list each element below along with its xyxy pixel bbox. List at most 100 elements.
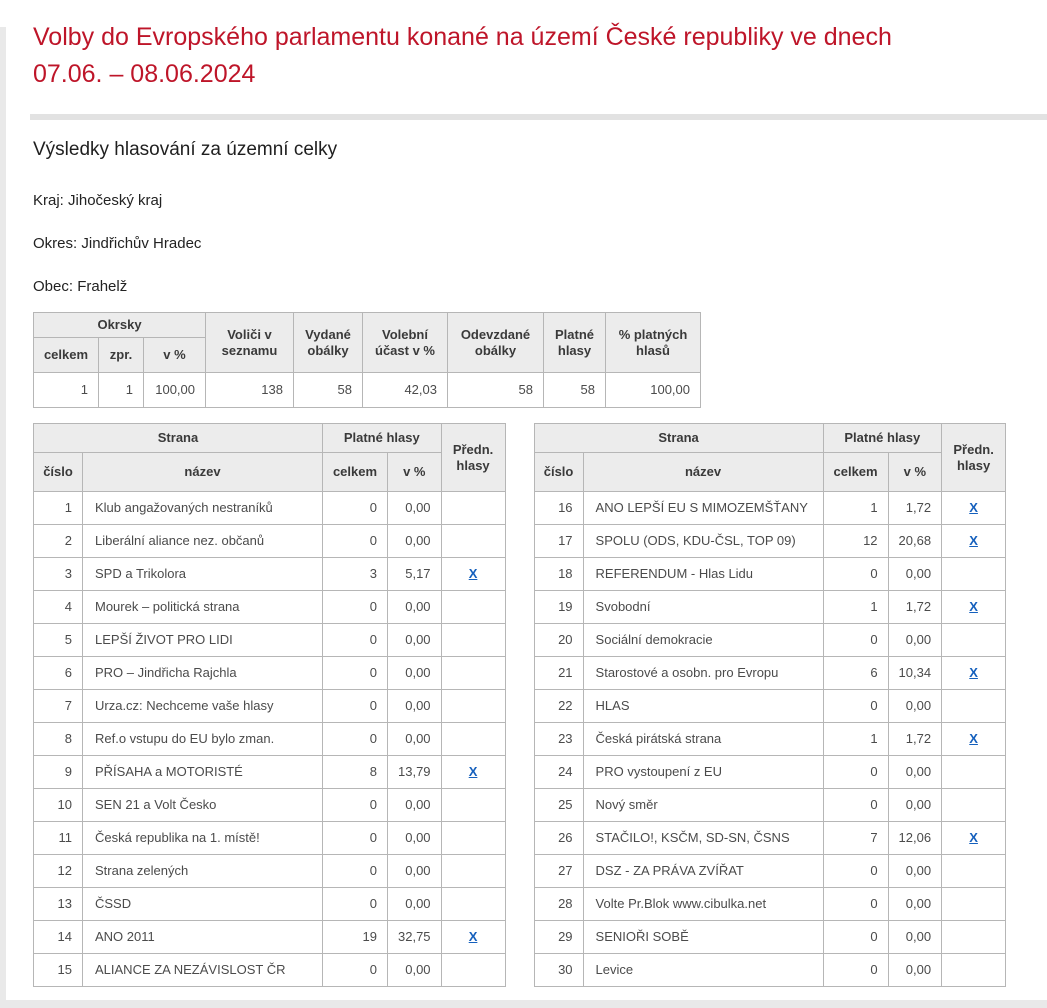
party-pref-votes-cell: X <box>941 722 1007 756</box>
okrsky-zpr-value: 1 <box>98 372 144 408</box>
party-pref-votes-cell <box>440 623 506 657</box>
party-number: 21 <box>533 656 584 690</box>
party-votes-pct: 0,00 <box>387 887 442 921</box>
party-pref-votes-cell: X <box>941 524 1007 558</box>
party-pref-votes-cell <box>941 920 1007 954</box>
party-number: 26 <box>533 821 584 855</box>
pref-votes-link[interactable]: X <box>969 533 978 548</box>
party-number: 13 <box>33 887 83 921</box>
party-votes-total: 1 <box>822 590 889 624</box>
party-row: 15 ALIANCE ZA NEZÁVISLOST ČR 0 0,00 <box>33 953 506 987</box>
party-votes-pct: 0,00 <box>887 788 943 822</box>
okres-value: Jindřichův Hradec <box>81 235 202 252</box>
party-row: 20 Sociální demokracie 0 0,00 <box>533 623 1007 657</box>
column-header-predn-hlasy: Předn. hlasy <box>941 423 1007 492</box>
party-votes-pct: 0,00 <box>887 920 943 954</box>
column-header-celkem: celkem <box>822 452 889 492</box>
pref-votes-link[interactable]: X <box>969 500 978 515</box>
vydane-obalky-value: 58 <box>293 372 363 408</box>
pref-votes-link[interactable]: X <box>468 929 478 944</box>
party-name: ČSSD <box>82 887 323 921</box>
party-votes-pct: 0,00 <box>887 854 943 888</box>
party-votes-total: 0 <box>822 623 889 657</box>
party-row: 3 SPD a Trikolora 3 5,17 X <box>33 557 506 591</box>
party-row: 21 Starostové a osobn. pro Evropu 6 10,34 X <box>533 656 1007 690</box>
party-pref-votes-cell: X <box>941 491 1007 525</box>
party-number: 29 <box>533 920 584 954</box>
okres-line: Okres: Jindřichův Hradec <box>33 235 1047 253</box>
party-row: 30 Levice 0 0,00 <box>533 953 1007 987</box>
party-row: 17 SPOLU (ODS, KDU-ČSL, TOP 09) 12 20,68 X <box>533 524 1007 558</box>
party-number: 4 <box>33 590 83 624</box>
party-name: SPD a Trikolora <box>82 557 323 591</box>
party-number: 8 <box>33 722 83 756</box>
party-row: 16 ANO LEPŠÍ EU S MIMOZEMŠŤANY 1 1,72 X <box>533 491 1007 525</box>
column-header-okrsky-v-pct: v % <box>143 337 206 373</box>
party-row: 5 LEPŠÍ ŽIVOT PRO LIDI 0 0,00 <box>33 623 506 657</box>
column-header-predn-hlasy: Předn. hlasy <box>440 423 506 492</box>
pref-votes-link[interactable]: X <box>969 665 978 680</box>
platne-hlasy-value: 58 <box>543 372 606 408</box>
party-number: 16 <box>533 491 584 525</box>
party-name: HLAS <box>582 689 824 723</box>
party-name: Urza.cz: Nechceme vaše hlasy <box>82 689 323 723</box>
party-row: 28 Volte Pr.Blok www.cibulka.net 0 0,00 <box>533 887 1007 921</box>
party-name: Česká republika na 1. místě! <box>82 821 323 855</box>
volici-v-seznamu-value: 138 <box>205 372 294 408</box>
kraj-value: Jihočeský kraj <box>68 192 163 209</box>
party-votes-pct: 0,00 <box>887 887 943 921</box>
pref-votes-link[interactable]: X <box>468 566 478 581</box>
party-votes-total: 0 <box>322 491 388 525</box>
obec-label: Obec: <box>33 278 74 295</box>
party-number: 6 <box>33 656 83 690</box>
party-number: 2 <box>33 524 83 558</box>
party-votes-pct: 0,00 <box>387 722 442 756</box>
column-header-platne-hlasy: Platné hlasy <box>543 312 606 373</box>
party-name: Nový směr <box>582 788 824 822</box>
party-votes-pct: 0,00 <box>887 689 943 723</box>
party-votes-total: 0 <box>322 821 388 855</box>
pref-votes-link[interactable]: X <box>969 731 978 746</box>
party-number: 22 <box>533 689 584 723</box>
column-header-okrsky-zpr: zpr. <box>98 337 144 373</box>
kraj-line: Kraj: Jihočeský kraj <box>33 192 1047 210</box>
party-votes-total: 0 <box>822 788 889 822</box>
party-votes-pct: 12,06 <box>887 821 943 855</box>
party-name: Ref.o vstupu do EU bylo zman. <box>82 722 323 756</box>
party-row: 19 Svobodní 1 1,72 X <box>533 590 1007 624</box>
pref-votes-link[interactable]: X <box>969 830 978 845</box>
party-pref-votes-cell <box>941 788 1007 822</box>
party-votes-pct: 0,00 <box>387 788 442 822</box>
party-name: ANO LEPŠÍ EU S MIMOZEMŠŤANY <box>582 491 824 525</box>
party-number: 12 <box>33 854 83 888</box>
party-pref-votes-cell: X <box>941 821 1007 855</box>
party-votes-total: 0 <box>822 887 889 921</box>
pref-votes-link[interactable]: X <box>468 764 478 779</box>
column-header-cislo: číslo <box>33 452 83 492</box>
page-title: Volby do Evropského parlamentu konané na… <box>33 19 1007 93</box>
party-row: 22 HLAS 0 0,00 <box>533 689 1007 723</box>
party-votes-pct: 13,79 <box>387 755 442 789</box>
party-row: 10 SEN 21 a Volt Česko 0 0,00 <box>33 788 506 822</box>
party-results-section: Strana Platné hlasy Předn. hlasy číslo n… <box>33 423 1047 987</box>
party-votes-pct: 0,00 <box>387 491 442 525</box>
party-pref-votes-cell <box>440 524 506 558</box>
party-row: 4 Mourek – politická strana 0 0,00 <box>33 590 506 624</box>
okrsky-celkem-value: 1 <box>33 372 99 408</box>
party-number: 27 <box>533 854 584 888</box>
party-number: 30 <box>533 953 584 987</box>
party-votes-pct: 1,72 <box>887 590 943 624</box>
left-edge-strip <box>0 27 6 1008</box>
column-header-strana: Strana <box>33 423 323 453</box>
pref-votes-link[interactable]: X <box>969 599 978 614</box>
party-pref-votes-cell: X <box>440 755 506 789</box>
party-votes-pct: 20,68 <box>887 524 943 558</box>
party-votes-pct: 0,00 <box>887 953 943 987</box>
party-votes-pct: 0,00 <box>387 656 442 690</box>
party-votes-total: 12 <box>822 524 889 558</box>
party-results-table-left: Strana Platné hlasy Předn. hlasy číslo n… <box>33 423 506 987</box>
party-row: 26 STAČILO!, KSČM, SD-SN, ČSNS 7 12,06 X <box>533 821 1007 855</box>
party-number: 20 <box>533 623 584 657</box>
party-votes-total: 0 <box>322 590 388 624</box>
party-number: 10 <box>33 788 83 822</box>
